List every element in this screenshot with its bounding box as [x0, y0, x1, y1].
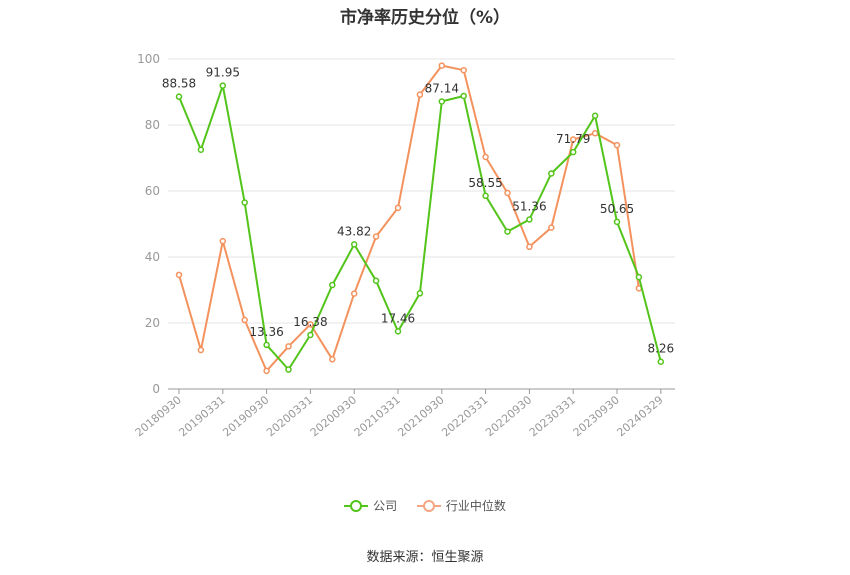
x-tick-label: 20190331 [176, 393, 227, 439]
data-label: 88.58 [162, 77, 196, 91]
data-point [241, 199, 248, 206]
legend-item-company[interactable]: 公司 [344, 497, 397, 514]
data-point [394, 328, 402, 335]
legend: 公司 行业中位数 [0, 497, 850, 516]
data-label: 51.36 [512, 200, 546, 214]
data-point [460, 92, 467, 100]
y-tick-label: 80 [145, 118, 160, 132]
data-point [569, 136, 577, 143]
data-label: 87.14 [425, 81, 459, 95]
y-tick-label: 40 [145, 250, 160, 264]
x-tick-label: 20210930 [395, 393, 446, 439]
legend-swatch-company [344, 499, 369, 513]
data-point [635, 273, 643, 281]
data-label: 91.95 [206, 66, 240, 80]
legend-swatch-industry-median [416, 499, 441, 513]
data-point [350, 241, 358, 248]
data-point [350, 290, 358, 297]
y-tick-label: 100 [137, 52, 160, 66]
data-point [241, 316, 248, 324]
data-point [394, 204, 402, 212]
data-point [460, 66, 467, 74]
data-point [482, 192, 489, 200]
data-point [504, 189, 511, 197]
x-tick-label: 20230331 [527, 393, 578, 439]
series-lines [175, 62, 665, 375]
data-label: 17.46 [381, 311, 415, 325]
data-point [175, 93, 183, 100]
data-point [372, 277, 380, 285]
x-tick-label: 20190930 [220, 393, 271, 439]
data-point [175, 271, 183, 279]
y-tick-label: 0 [152, 382, 160, 396]
x-tick-label: 20240329 [614, 393, 665, 439]
data-point [526, 243, 533, 251]
data-label: 71.79 [556, 132, 590, 146]
data-point [219, 82, 227, 89]
x-tick-label: 20180930 [133, 393, 184, 439]
data-point [613, 141, 621, 149]
data-point [591, 130, 599, 137]
data-point [591, 112, 599, 120]
x-tick-label: 20200331 [264, 393, 315, 439]
data-point [285, 366, 292, 373]
data-point [307, 321, 314, 328]
data-point [438, 62, 446, 69]
data-point [613, 218, 621, 226]
source-note: 数据来源：恒生聚源 [366, 550, 484, 565]
data-label: 13.36 [249, 325, 283, 339]
legend-item-industry-median[interactable]: 行业中位数 [416, 497, 506, 514]
x-tick-label: 20200930 [308, 393, 359, 439]
data-point [263, 341, 270, 349]
data-labels: 88.58 91.95 13.36 16.38 43.82 17.46 87.14 58.55… [162, 66, 674, 356]
data-point [548, 170, 555, 177]
x-tick-label: 20230930 [571, 393, 622, 439]
data-point [569, 148, 577, 156]
data-point [197, 346, 205, 354]
data-point [372, 233, 380, 240]
data-point [657, 358, 665, 365]
data-point [548, 224, 555, 231]
series-line-1 [178, 64, 640, 372]
data-point [482, 153, 489, 161]
data-label: 43.82 [337, 224, 371, 238]
x-tick-label: 20220331 [439, 393, 490, 439]
data-label: 8.26 [647, 342, 674, 356]
data-point [329, 281, 336, 289]
data-point [438, 98, 446, 105]
x-tick-label: 20210331 [352, 393, 403, 439]
legend-label-industry-median: 行业中位数 [445, 499, 506, 513]
data-label: 50.65 [600, 202, 634, 216]
data-point [504, 228, 511, 235]
chart-title: 市净率历史分位（%） [339, 8, 511, 28]
data-point [526, 216, 533, 223]
data-point [219, 237, 227, 245]
data-point [416, 290, 424, 297]
data-point [263, 367, 270, 375]
data-point [416, 91, 424, 98]
data-point [329, 356, 336, 363]
data-label: 58.55 [468, 176, 502, 190]
y-tick-label: 60 [145, 184, 160, 198]
data-point [197, 146, 205, 153]
data-label: 16.38 [293, 315, 327, 329]
y-tick-label: 20 [145, 316, 160, 330]
data-point [285, 343, 292, 350]
data-point [307, 331, 314, 339]
legend-label-company: 公司 [373, 499, 398, 513]
x-tick-label: 20220930 [483, 393, 534, 439]
